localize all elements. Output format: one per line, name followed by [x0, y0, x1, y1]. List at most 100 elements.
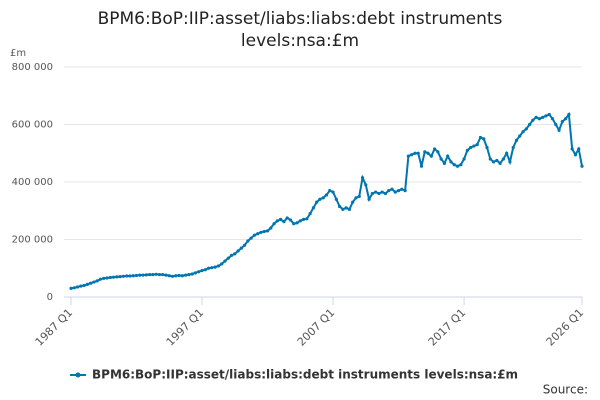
data-point: [85, 282, 89, 286]
data-point: [206, 266, 211, 270]
data-point: [301, 217, 306, 221]
data-point: [256, 232, 260, 236]
data-point: [357, 194, 361, 198]
data-point: [282, 220, 286, 224]
data-point: [396, 189, 401, 193]
data-point: [187, 272, 191, 277]
data-point: [288, 218, 293, 222]
data-point: [429, 154, 433, 158]
data-point: [370, 191, 374, 196]
series-line: [70, 111, 583, 290]
data-point: [541, 115, 545, 119]
data-point: [229, 253, 234, 257]
data-point: [547, 112, 551, 117]
data-point: [154, 272, 158, 276]
data-point: [321, 196, 325, 200]
data-point: [393, 190, 397, 194]
data-point: [157, 272, 162, 277]
data-point: [272, 222, 276, 226]
data-point: [246, 239, 250, 243]
data-point: [295, 221, 299, 225]
y-axis-label: £m: [10, 48, 26, 59]
data-point: [239, 246, 243, 250]
data-point: [419, 164, 424, 168]
data-point: [364, 183, 368, 187]
data-point: [177, 273, 181, 278]
data-point: [449, 160, 453, 164]
data-point: [403, 189, 407, 193]
data-point: [115, 275, 119, 279]
data-point: [233, 252, 237, 256]
data-point: [469, 145, 473, 150]
data-point: [134, 273, 139, 278]
data-point: [259, 230, 263, 234]
data-point: [544, 114, 548, 118]
data-point: [298, 219, 302, 223]
data-point: [334, 197, 338, 201]
data-point: [92, 280, 96, 284]
data-point: [501, 157, 505, 161]
data-point: [459, 163, 463, 167]
data-point: [413, 151, 417, 155]
data-point: [442, 161, 447, 165]
data-point: [577, 147, 581, 151]
data-point: [108, 275, 112, 280]
data-point: [102, 276, 106, 280]
data-point: [315, 200, 319, 204]
data-point: [410, 153, 414, 157]
data-point: [324, 193, 329, 197]
data-point: [527, 122, 532, 127]
data-point: [514, 138, 519, 142]
data-point: [118, 274, 122, 279]
data-point: [121, 274, 126, 278]
data-point: [269, 226, 273, 230]
data-point: [377, 191, 381, 196]
data-point: [557, 128, 561, 132]
data-point: [380, 190, 384, 194]
data-point: [203, 268, 207, 272]
data-point: [567, 112, 571, 117]
data-point: [482, 137, 486, 141]
data-point: [167, 274, 171, 278]
y-tick-label: 600 000: [12, 120, 53, 131]
data-point: [462, 157, 466, 161]
legend-marker: [75, 372, 81, 378]
data-point: [265, 229, 270, 233]
data-point: [180, 274, 184, 278]
data-point: [125, 274, 129, 278]
data-point: [328, 189, 332, 193]
data-point: [423, 150, 427, 154]
data-point: [275, 219, 279, 223]
x-tick-label: 1987 Q1: [33, 306, 76, 349]
data-point: [436, 150, 440, 154]
data-point: [426, 151, 430, 155]
data-point: [534, 115, 538, 119]
data-point: [360, 176, 365, 180]
data-point: [570, 147, 574, 151]
data-point: [511, 145, 515, 150]
data-point: [488, 157, 492, 161]
data-point: [554, 122, 558, 127]
data-point: [151, 272, 155, 277]
data-point: [518, 134, 522, 138]
data-point: [344, 206, 348, 210]
data-point: [131, 274, 135, 278]
data-point: [210, 266, 214, 270]
data-point: [406, 154, 410, 158]
y-tick-label: 0: [47, 292, 53, 303]
data-point: [226, 256, 230, 260]
data-point: [311, 206, 315, 210]
data-point: [262, 229, 266, 234]
data-point: [95, 279, 99, 283]
data-point: [220, 262, 224, 266]
data-point: [374, 190, 378, 194]
data-point: [439, 157, 443, 161]
data-point: [69, 286, 73, 290]
data-point: [367, 197, 371, 201]
data-point: [98, 277, 103, 281]
data-point: [521, 130, 525, 134]
x-tick-label: 2026 Q1: [544, 306, 587, 349]
data-point: [141, 273, 145, 277]
data-point: [236, 249, 240, 253]
